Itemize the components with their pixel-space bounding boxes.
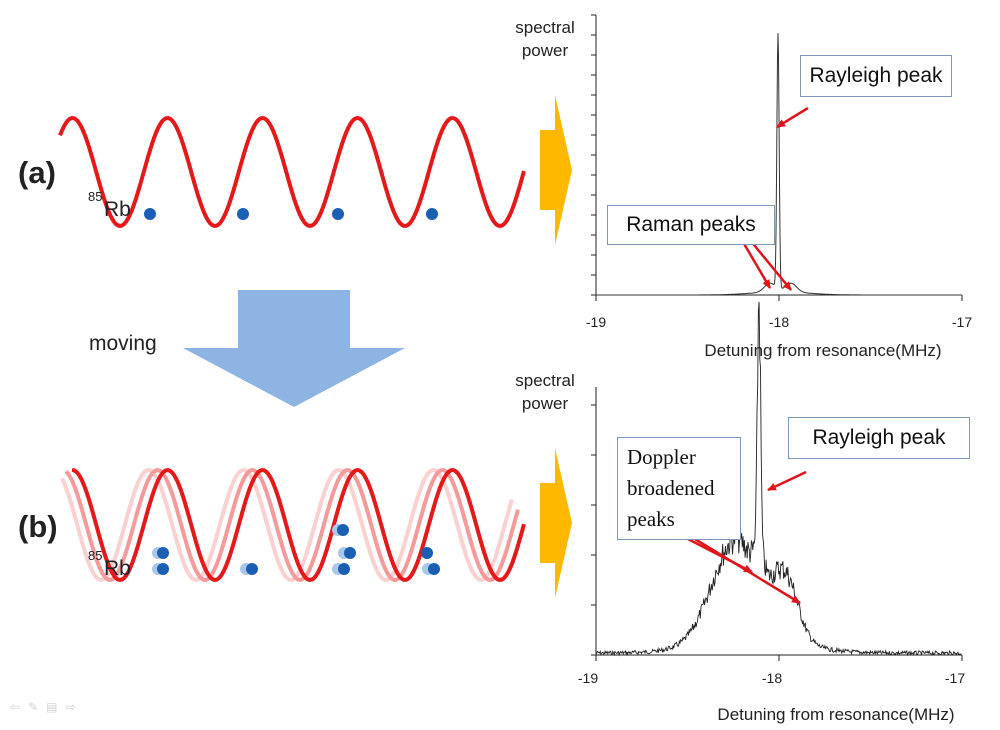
spectrum-b-xtick-1: -19 xyxy=(578,670,598,686)
spectrum-a-xtick-1: -19 xyxy=(586,314,606,330)
arrow-right-a xyxy=(540,95,572,245)
rayleigh-peak-label-b: Rayleigh peak xyxy=(788,417,970,459)
spectrum-a-x-ticks xyxy=(595,295,963,301)
optical-lattice-wave-b xyxy=(71,467,526,583)
forward-arrow-icon[interactable]: ⇨ xyxy=(65,700,76,714)
moving-label: moving xyxy=(89,332,157,355)
spectrum-a-ylabel-1: spectral xyxy=(515,18,575,37)
spectrum-b-y-ticks xyxy=(591,404,596,656)
menu-icon[interactable]: ▤ xyxy=(46,700,58,714)
raman-a-arrow-1 xyxy=(741,241,772,289)
doppler-line-3: peaks xyxy=(627,507,675,531)
rb-b-label: Rb xyxy=(104,557,131,580)
rayleigh-b-arrow xyxy=(767,470,807,492)
pen-icon[interactable]: ✎ xyxy=(28,700,39,714)
panel-a-label: (a) xyxy=(18,155,56,190)
spectrum-b-trace xyxy=(595,301,962,657)
rayleigh-a-arrow xyxy=(776,106,809,129)
atoms-b xyxy=(152,524,440,575)
atom-a-3 xyxy=(332,208,344,220)
doppler-line-2: broadened xyxy=(627,476,715,500)
atom-a-4 xyxy=(426,208,438,220)
spectrum-b-xtick-2: -18 xyxy=(762,670,782,686)
spectrum-a-ylabel-2: power xyxy=(522,41,569,60)
rb-a-superscript: 85 xyxy=(88,189,102,204)
spectrum-a-xlabel: Detuning from resonance(MHz) xyxy=(704,341,941,360)
moving-arrow xyxy=(183,290,405,407)
raman-a-arrow-2 xyxy=(749,239,792,291)
spectrum-a-xtick-2: -18 xyxy=(769,314,789,330)
atom-a-1 xyxy=(144,208,156,220)
spectrum-b-xlabel: Detuning from resonance(MHz) xyxy=(717,705,954,724)
spectrum-a-xtick-3: -17 xyxy=(952,314,972,330)
optical-lattice-wave-a xyxy=(58,115,526,229)
rb-b-superscript: 85 xyxy=(88,548,102,563)
lattice-b xyxy=(60,467,526,583)
spectrum-b-x-ticks xyxy=(595,655,963,661)
doppler-broadened-peaks-label: Doppler broadened peaks xyxy=(617,437,741,540)
lattice-ghost-wave-2 xyxy=(64,467,520,583)
rayleigh-peak-label-a: Rayleigh peak xyxy=(800,55,952,97)
panel-b-label: (b) xyxy=(18,509,58,544)
doppler-line-1: Doppler xyxy=(627,445,696,469)
spectrum-b: -19 -18 -17 Detuning from resonance(MHz)… xyxy=(515,301,965,724)
arrow-right-b xyxy=(540,448,572,598)
rb-a-label: Rb xyxy=(104,198,131,221)
spectrum-b-xtick-3: -17 xyxy=(945,670,965,686)
raman-peaks-label-a: Raman peaks xyxy=(607,205,775,245)
back-arrow-icon[interactable]: ⇦ xyxy=(10,700,21,714)
spectrum-a-y-ticks xyxy=(591,14,596,296)
slide-nav-icons[interactable]: ⇦ ✎ ▤ ⇨ xyxy=(10,700,76,714)
spectrum-b-ylabel-2: power xyxy=(522,394,569,413)
atom-a-2 xyxy=(237,208,249,220)
doppler-b-arrow-2 xyxy=(689,534,801,605)
lattice-a xyxy=(58,115,526,229)
spectrum-b-ylabel-1: spectral xyxy=(515,371,575,390)
spectrum-a-trace xyxy=(596,33,962,296)
spectrum-a: -19 -18 -17 Detuning from resonance(MHz)… xyxy=(515,14,972,360)
